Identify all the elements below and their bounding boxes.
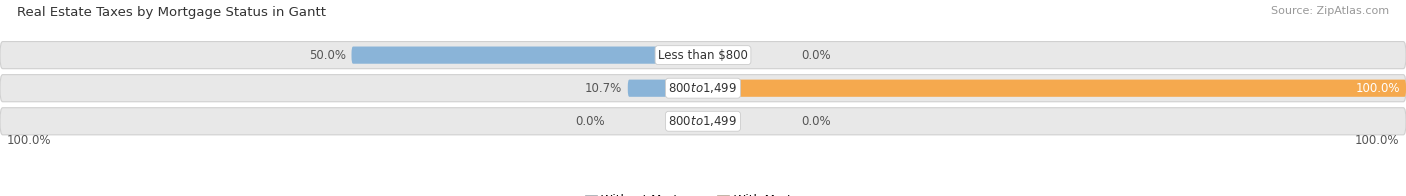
Text: 50.0%: 50.0% (309, 49, 346, 62)
FancyBboxPatch shape (627, 80, 703, 97)
FancyBboxPatch shape (0, 42, 1406, 69)
Text: 0.0%: 0.0% (575, 115, 605, 128)
Legend: Without Mortgage, With Mortgage: Without Mortgage, With Mortgage (581, 189, 825, 196)
Text: 100.0%: 100.0% (7, 134, 52, 147)
Text: $800 to $1,499: $800 to $1,499 (668, 114, 738, 128)
Text: 10.7%: 10.7% (585, 82, 621, 95)
Text: 0.0%: 0.0% (801, 49, 831, 62)
FancyBboxPatch shape (352, 46, 703, 64)
FancyBboxPatch shape (0, 108, 1406, 135)
Text: 0.0%: 0.0% (801, 115, 831, 128)
Text: Real Estate Taxes by Mortgage Status in Gantt: Real Estate Taxes by Mortgage Status in … (17, 6, 326, 19)
FancyBboxPatch shape (0, 75, 1406, 102)
Text: Less than $800: Less than $800 (658, 49, 748, 62)
Text: $800 to $1,499: $800 to $1,499 (668, 81, 738, 95)
Text: Source: ZipAtlas.com: Source: ZipAtlas.com (1271, 6, 1389, 16)
Text: 100.0%: 100.0% (1355, 82, 1400, 95)
Text: 100.0%: 100.0% (1354, 134, 1399, 147)
FancyBboxPatch shape (703, 80, 1406, 97)
